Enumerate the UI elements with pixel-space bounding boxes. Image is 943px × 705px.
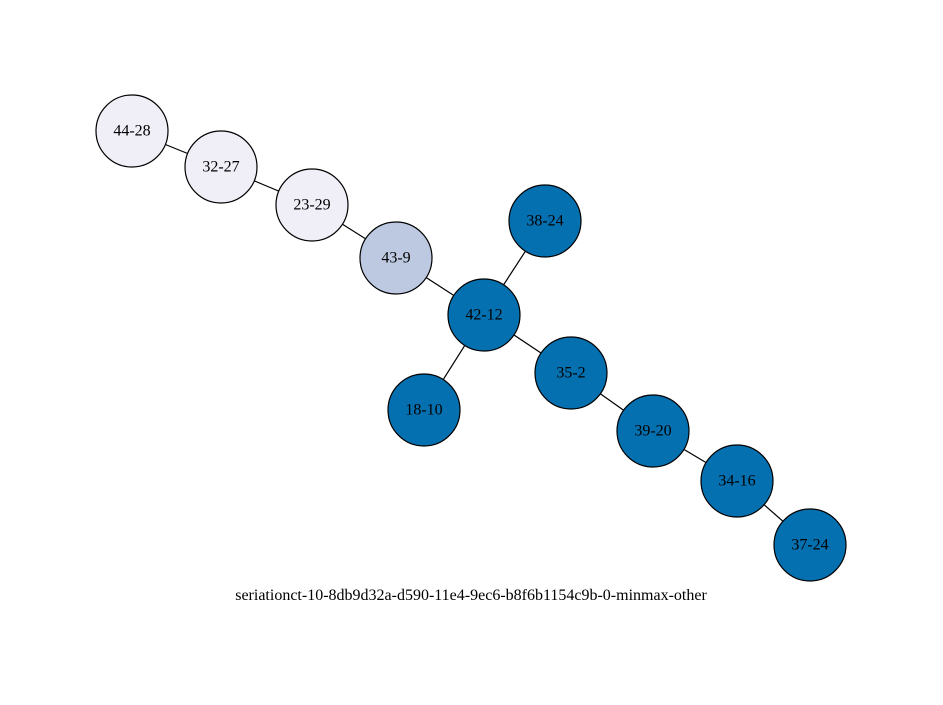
node-18-10: 18-10 (387, 373, 461, 447)
node-circle (700, 444, 774, 518)
node-label: 38-24 (526, 213, 563, 230)
node-37-24: 37-24 (773, 508, 847, 582)
node-circle (447, 278, 521, 352)
node-43-9: 43-9 (359, 221, 433, 295)
node-label: 37-24 (791, 537, 828, 554)
node-label: 23-29 (293, 197, 330, 214)
node-label: 39-20 (634, 423, 671, 440)
node-label: 44-28 (113, 123, 150, 140)
node-label: 18-10 (405, 402, 442, 419)
node-label: 42-12 (465, 307, 502, 324)
node-44-28: 44-28 (95, 94, 169, 168)
node-circle (275, 168, 349, 242)
node-circle (95, 94, 169, 168)
diagram-caption: seriationct-10-8db9d32a-d590-11e4-9ec6-b… (235, 587, 707, 604)
node-label: 43-9 (381, 250, 410, 267)
node-circle (387, 373, 461, 447)
node-42-12: 42-12 (447, 278, 521, 352)
node-circle (184, 130, 258, 204)
node-34-16: 34-16 (700, 444, 774, 518)
node-23-29: 23-29 (275, 168, 349, 242)
node-label: 35-2 (556, 365, 585, 382)
node-circle (616, 394, 690, 468)
node-32-27: 32-27 (184, 130, 258, 204)
nodes-layer: 44-28 32-27 23-29 43-9 42-12 38-24 18-10 35-2 39… (95, 94, 847, 582)
node-35-2: 35-2 (534, 336, 608, 410)
node-circle (773, 508, 847, 582)
node-circle (508, 184, 582, 258)
node-circle (359, 221, 433, 295)
node-label: 34-16 (718, 473, 755, 490)
node-circle (534, 336, 608, 410)
node-label: 32-27 (202, 159, 239, 176)
node-39-20: 39-20 (616, 394, 690, 468)
node-38-24: 38-24 (508, 184, 582, 258)
